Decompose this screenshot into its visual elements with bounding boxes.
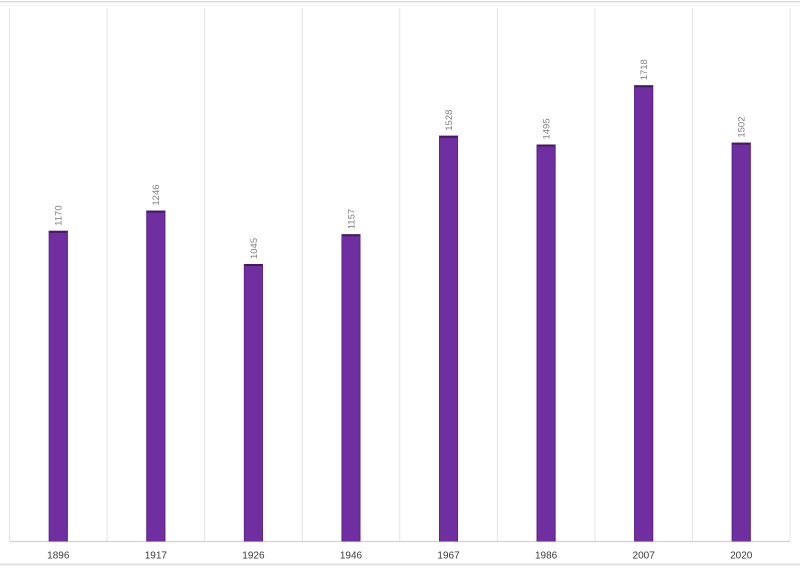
svg-text:1045: 1045 xyxy=(249,238,260,259)
svg-text:1896: 1896 xyxy=(47,550,70,561)
svg-text:1917: 1917 xyxy=(145,550,168,561)
svg-text:1170: 1170 xyxy=(54,205,65,225)
svg-text:2007: 2007 xyxy=(633,550,656,561)
svg-text:2020: 2020 xyxy=(730,550,753,561)
svg-text:1157: 1157 xyxy=(346,209,357,229)
svg-text:1502: 1502 xyxy=(737,116,748,137)
svg-text:1926: 1926 xyxy=(242,550,265,561)
svg-text:1718: 1718 xyxy=(639,59,650,80)
svg-text:1946: 1946 xyxy=(340,550,363,561)
svg-text:1986: 1986 xyxy=(535,550,558,561)
svg-text:1528: 1528 xyxy=(444,110,455,131)
svg-text:1967: 1967 xyxy=(437,550,460,561)
svg-text:1495: 1495 xyxy=(541,118,552,139)
svg-text:1246: 1246 xyxy=(151,184,162,205)
